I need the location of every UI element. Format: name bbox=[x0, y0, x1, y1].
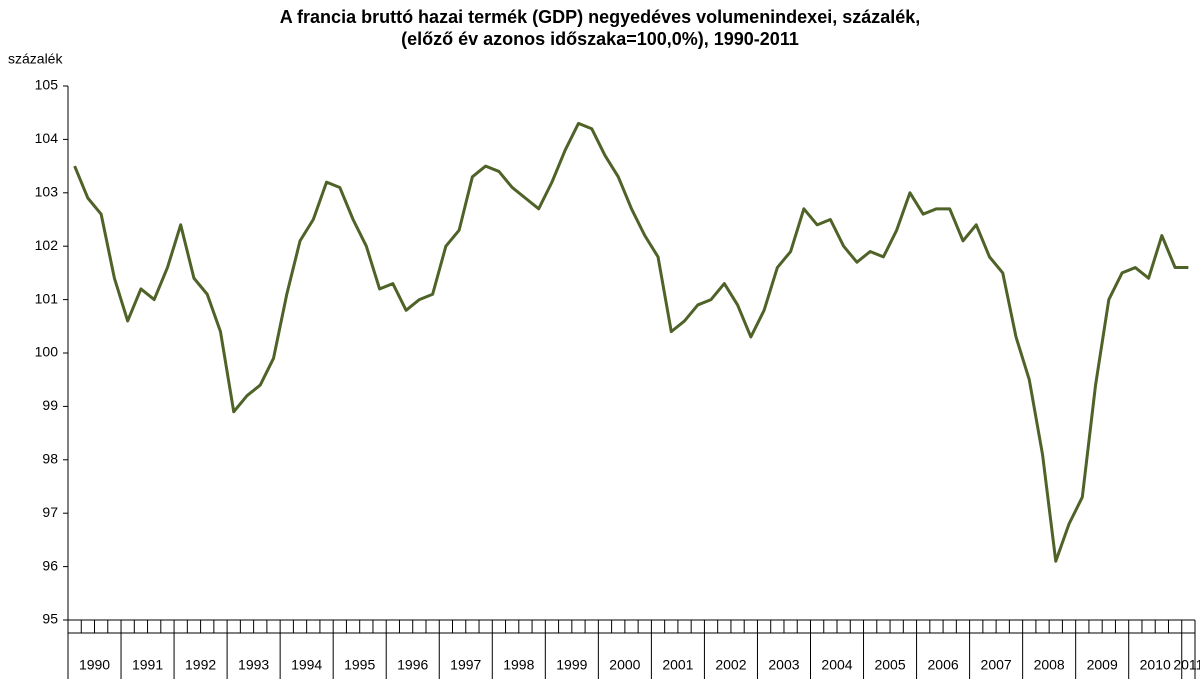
x-tick-label: 1999 bbox=[556, 657, 587, 673]
x-tick-label: 1991 bbox=[132, 657, 163, 673]
y-tick-label: 97 bbox=[42, 504, 58, 520]
y-tick-label: 101 bbox=[35, 290, 59, 306]
x-tick-label: 1998 bbox=[503, 657, 534, 673]
x-tick-label: 1990 bbox=[79, 657, 110, 673]
x-tick-label: 1993 bbox=[238, 657, 269, 673]
x-tick-label: 2002 bbox=[715, 657, 746, 673]
y-tick-label: 99 bbox=[42, 397, 58, 413]
x-tick-label: 2011 bbox=[1173, 657, 1200, 673]
y-tick-label: 100 bbox=[35, 344, 59, 360]
x-tick-label: 2007 bbox=[981, 657, 1012, 673]
x-tick-label: 1997 bbox=[450, 657, 481, 673]
x-tick-label: 2003 bbox=[768, 657, 799, 673]
chart-title: A francia bruttó hazai termék (GDP) negy… bbox=[280, 7, 921, 27]
data-line bbox=[73, 121, 1189, 563]
y-tick-label: 103 bbox=[35, 184, 59, 200]
x-tick-label: 2010 bbox=[1140, 657, 1171, 673]
chart-title: (előző év azonos időszaka=100,0%), 1990-… bbox=[401, 29, 799, 49]
x-tick-label: 2006 bbox=[928, 657, 959, 673]
y-tick-label: 102 bbox=[35, 237, 59, 253]
x-tick-label: 1992 bbox=[185, 657, 216, 673]
x-tick-label: 1995 bbox=[344, 657, 375, 673]
x-tick-label: 2000 bbox=[609, 657, 640, 673]
y-tick-label: 96 bbox=[42, 557, 58, 573]
x-tick-label: 2001 bbox=[662, 657, 693, 673]
x-tick-label: 1994 bbox=[291, 657, 322, 673]
y-tick-label: 95 bbox=[42, 611, 58, 627]
y-tick-label: 98 bbox=[42, 451, 58, 467]
x-tick-label: 2009 bbox=[1087, 657, 1118, 673]
x-tick-label: 1996 bbox=[397, 657, 428, 673]
x-tick-label: 2004 bbox=[821, 657, 852, 673]
y-axis-title: százalék bbox=[8, 51, 63, 67]
y-tick-label: 104 bbox=[35, 130, 59, 146]
x-tick-label: 2008 bbox=[1034, 657, 1065, 673]
y-tick-label: 105 bbox=[35, 77, 59, 93]
x-tick-label: 2005 bbox=[874, 657, 905, 673]
